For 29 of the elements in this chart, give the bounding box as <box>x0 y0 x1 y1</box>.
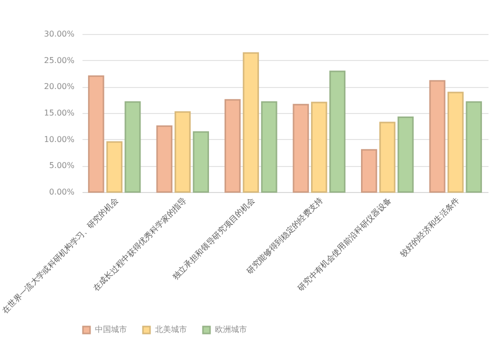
bar <box>311 102 328 193</box>
y-tick-label: 20.00% <box>44 82 75 92</box>
bar <box>466 101 482 193</box>
bar <box>224 99 241 193</box>
bar <box>292 104 309 193</box>
bar <box>156 125 172 193</box>
bar <box>398 116 414 193</box>
bar <box>88 75 104 193</box>
bar <box>429 80 446 193</box>
legend-label: 北美城市 <box>155 324 187 334</box>
bar <box>106 141 122 193</box>
bar <box>261 101 278 193</box>
y-tick-label: 5.00% <box>49 161 75 170</box>
y-tick-label: 0.00% <box>49 188 75 196</box>
y-tick-label: 10.00% <box>44 134 75 144</box>
x-tick-label: 较好的经济和生活条件 <box>398 196 462 259</box>
bar <box>124 101 141 193</box>
y-tick-label: 15.00% <box>44 108 75 118</box>
bar <box>242 52 259 193</box>
legend-label: 中国城市 <box>95 324 127 334</box>
y-tick-label: 25.00% <box>44 56 75 65</box>
bar <box>174 111 191 193</box>
bar <box>329 70 346 193</box>
legend-label: 欧洲城市 <box>215 324 247 334</box>
bar <box>448 92 464 193</box>
bar <box>192 131 209 193</box>
bar <box>361 149 378 193</box>
y-tick-label: 30.00% <box>44 30 75 38</box>
bar <box>379 122 396 193</box>
